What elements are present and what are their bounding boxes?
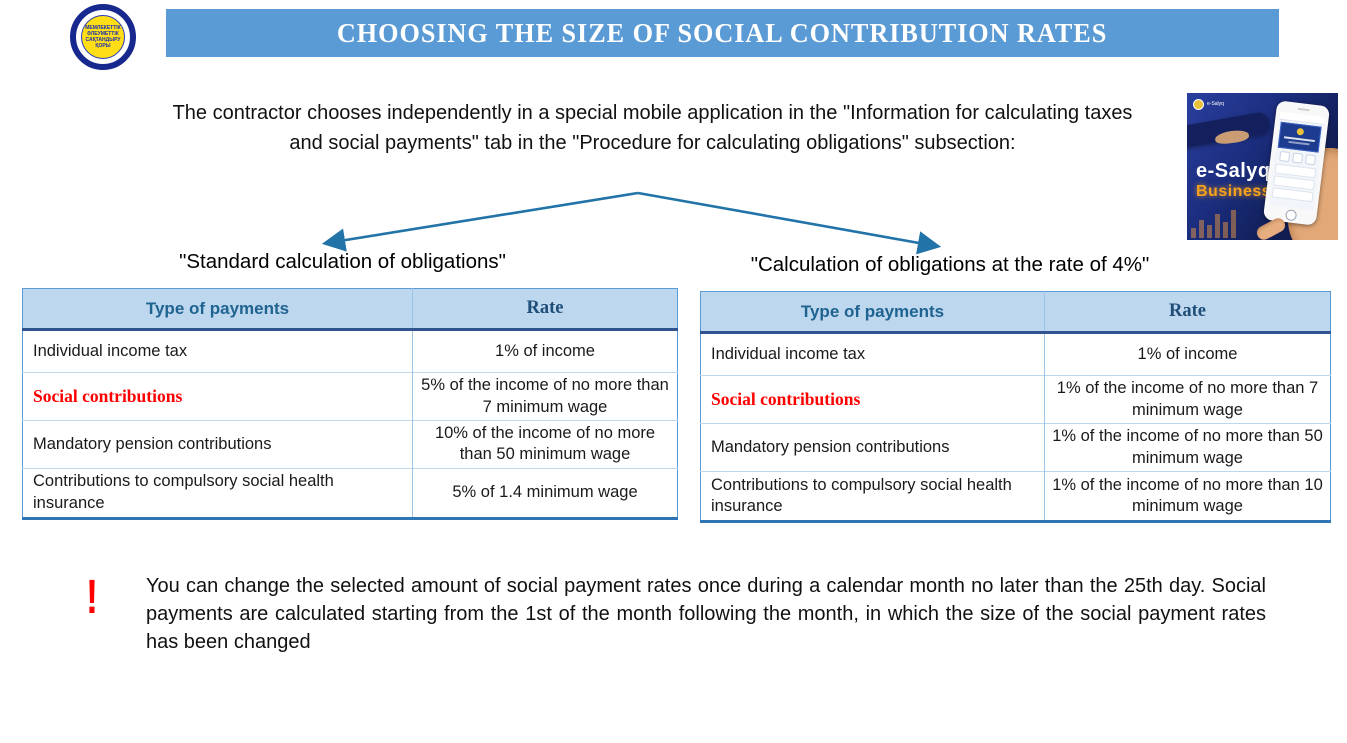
cell-rate: 1% of income [1044, 332, 1331, 376]
table-header-row: Type of payments Rate [700, 291, 1331, 334]
cell-rate: 1% of the income of no more than 50 mini… [1044, 423, 1331, 472]
column-header-type: Type of payments [22, 288, 413, 331]
phone-list [1271, 163, 1317, 203]
cell-payment-type: Mandatory pension contributions [700, 423, 1045, 472]
arrow-right [637, 191, 942, 255]
standard-rates-table: Type of payments Rate Individual income … [22, 288, 678, 520]
phone-home-button [1285, 208, 1298, 221]
cell-rate: 1% of the income of no more than 10 mini… [1044, 471, 1331, 522]
exclamation-icon: ! [85, 571, 98, 624]
table-row: Individual income tax 1% of income [700, 332, 1331, 376]
table-row-highlighted: Social contributions 1% of the income of… [700, 375, 1331, 424]
phone-screen [1268, 111, 1325, 211]
cell-rate: 5% of 1.4 minimum wage [412, 467, 678, 519]
title-bar: CHOOSING THE SIZE OF SOCIAL CONTRIBUTION… [166, 9, 1279, 57]
arrow-left [321, 191, 639, 252]
fund-logo-text: САҚТАНДЫРУ [85, 37, 121, 43]
cell-rate: 1% of the income of no more than 7 minim… [1044, 375, 1331, 424]
cell-rate: 5% of the income of no more than 7 minim… [412, 372, 678, 421]
intro-text: The contractor chooses independently in … [172, 102, 1133, 154]
table-row: Mandatory pension contributions 1% of th… [700, 423, 1331, 472]
cell-payment-type: Social contributions [700, 375, 1045, 424]
fund-logo-text: ҚОРЫ [95, 43, 111, 49]
fund-logo-icon: МЕМЛЕКЕТТІК ӘЛЕУМЕТТІК САҚТАНДЫРУ ҚОРЫ [70, 4, 136, 70]
note-text: You can change the selected amount of so… [146, 575, 1266, 653]
table-header-row: Type of payments Rate [22, 288, 678, 331]
column-header-rate: Rate [1044, 291, 1331, 334]
page-title: CHOOSING THE SIZE OF SOCIAL CONTRIBUTION… [337, 17, 1108, 48]
app-name: e-Salyq [1196, 160, 1271, 182]
app-logo-small-label: e-Salyq [1207, 101, 1224, 107]
fund-logo-center: МЕМЛЕКЕТТІК ӘЛЕУМЕТТІК САҚТАНДЫРУ ҚОРЫ [81, 15, 125, 59]
phone-speaker [1297, 107, 1310, 112]
cell-payment-type: Social contributions [22, 372, 413, 421]
cell-rate: 1% of income [412, 329, 678, 373]
cell-payment-type: Contributions to compulsory social healt… [22, 467, 413, 519]
fund-logo-text: МЕМЛЕКЕТТІК [85, 25, 121, 31]
table-row: Contributions to compulsory social healt… [700, 471, 1331, 522]
cell-payment-type: Individual income tax [700, 332, 1045, 376]
table-row: Individual income tax 1% of income [22, 329, 678, 373]
cell-payment-type: Contributions to compulsory social healt… [700, 471, 1045, 522]
phone-banner [1277, 121, 1322, 153]
cell-payment-type: Mandatory pension contributions [22, 420, 413, 469]
promo-image: e-Salyq e-Salyq Business [1187, 93, 1338, 240]
cell-payment-type: Individual income tax [22, 329, 413, 373]
app-name-business: Business [1196, 183, 1272, 200]
left-table-title: "Standard calculation of obligations" [179, 250, 506, 273]
table-row: Mandatory pension contributions 10% of t… [22, 420, 678, 469]
branch-arrows [321, 191, 942, 255]
cell-rate: 10% of the income of no more than 50 min… [412, 420, 678, 469]
fund-logo-text: ӘЛЕУМЕТТІК [87, 31, 119, 37]
app-logo-dot-icon [1193, 99, 1204, 110]
chart-glow-graphic [1191, 210, 1236, 238]
column-header-type: Type of payments [700, 291, 1045, 334]
four-percent-rates-table: Type of payments Rate Individual income … [700, 291, 1331, 523]
column-header-rate: Rate [412, 288, 678, 331]
right-table-title: "Calculation of obligations at the rate … [750, 253, 1150, 276]
app-logo-small: e-Salyq [1193, 99, 1224, 110]
table-row: Contributions to compulsory social healt… [22, 467, 678, 519]
table-row-highlighted: Social contributions 5% of the income of… [22, 372, 678, 421]
